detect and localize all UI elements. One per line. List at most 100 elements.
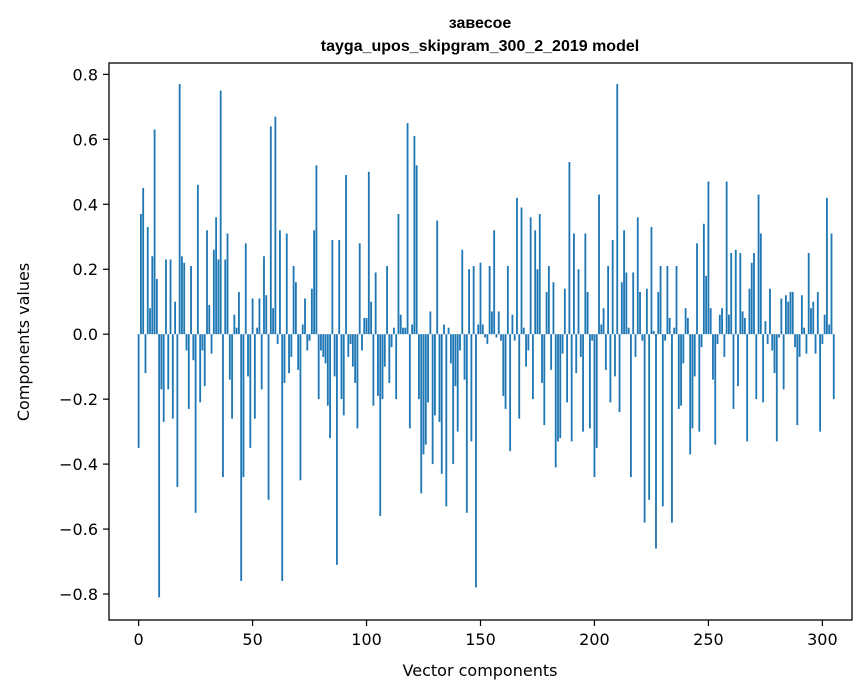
- bar: [406, 123, 409, 335]
- bar: [602, 308, 605, 335]
- y-tick-label: −0.2: [59, 390, 98, 409]
- bar: [320, 334, 322, 351]
- bar: [743, 317, 746, 335]
- bar: [392, 327, 395, 335]
- bar: [481, 324, 484, 335]
- bar: [643, 334, 646, 523]
- chart-title-line1: завесое: [449, 15, 512, 32]
- bar: [185, 334, 188, 351]
- bar: [381, 334, 384, 400]
- bar: [349, 334, 352, 344]
- bar: [625, 272, 628, 335]
- y-axis-ticks: −0.8 −0.6 −0.4 −0.2 0.0 0.2 0.4 0.6 0.8: [59, 65, 109, 604]
- bar: [235, 327, 238, 335]
- bar: [377, 334, 379, 396]
- bar: [317, 334, 320, 400]
- bar: [452, 334, 455, 465]
- bar: [249, 334, 252, 448]
- bar: [598, 194, 600, 335]
- bar: [586, 291, 589, 335]
- bar: [367, 171, 370, 335]
- bar: [313, 230, 316, 335]
- bar: [310, 288, 313, 335]
- x-axis-ticks: 0 50 100 150 200 250 300: [134, 620, 838, 649]
- bar: [454, 334, 457, 387]
- bar: [233, 314, 236, 335]
- bar: [782, 334, 785, 390]
- bar: [285, 233, 288, 335]
- bar: [338, 240, 341, 335]
- bar: [181, 256, 183, 335]
- bar: [253, 334, 256, 419]
- bar: [190, 265, 192, 335]
- bar: [440, 334, 443, 474]
- bar: [484, 334, 486, 338]
- bar: [812, 301, 815, 335]
- bar: [705, 275, 708, 335]
- bar: [659, 265, 662, 335]
- bar: [192, 334, 195, 361]
- bar: [183, 262, 186, 335]
- bar: [577, 269, 580, 335]
- bar: [222, 334, 224, 478]
- bar: [595, 334, 598, 448]
- y-tick-label: 0.8: [73, 65, 98, 84]
- bar: [226, 233, 229, 335]
- bar: [358, 243, 361, 335]
- bar: [411, 324, 414, 335]
- bar: [297, 334, 300, 370]
- y-tick-label: 0.0: [73, 325, 98, 344]
- bar: [267, 334, 270, 500]
- bar: [294, 282, 297, 335]
- bar: [283, 334, 286, 383]
- bar: [251, 298, 254, 335]
- bar: [158, 334, 161, 598]
- bar: [495, 334, 498, 338]
- bar: [529, 217, 532, 335]
- bar: [614, 334, 616, 377]
- bar: [826, 197, 828, 335]
- bar: [493, 230, 496, 335]
- bar: [691, 334, 694, 429]
- bar: [696, 243, 698, 335]
- y-tick-label: 0.2: [73, 260, 98, 279]
- bar: [823, 314, 826, 335]
- bar: [650, 227, 653, 335]
- bar: [137, 334, 140, 448]
- bar: [374, 272, 377, 335]
- bar: [342, 334, 345, 416]
- bar: [807, 252, 810, 335]
- bar: [354, 334, 357, 383]
- bar: [810, 308, 812, 335]
- bar: [700, 334, 703, 348]
- bar: [431, 334, 434, 465]
- bar: [798, 334, 801, 357]
- bar: [292, 265, 295, 335]
- bar: [787, 301, 790, 335]
- bar: [244, 243, 247, 335]
- bar: [543, 334, 546, 426]
- bar: [331, 240, 334, 335]
- bar: [415, 165, 418, 335]
- bar: [165, 259, 167, 335]
- bar: [582, 334, 584, 432]
- bar: [832, 334, 835, 400]
- bar: [449, 334, 452, 364]
- x-tick-label: 0: [134, 630, 144, 649]
- bar: [575, 334, 578, 374]
- bar: [707, 181, 710, 335]
- bar: [755, 334, 758, 400]
- bar: [639, 291, 641, 335]
- bar: [623, 230, 625, 335]
- bar: [714, 334, 717, 445]
- bar: [516, 197, 518, 335]
- bar: [632, 272, 635, 335]
- bar: [386, 265, 388, 335]
- bar: [693, 334, 696, 377]
- bar: [545, 291, 548, 335]
- bar: [509, 334, 512, 452]
- bar: [290, 334, 293, 357]
- bar: [682, 334, 685, 364]
- bar: [636, 217, 639, 335]
- bar: [486, 334, 489, 344]
